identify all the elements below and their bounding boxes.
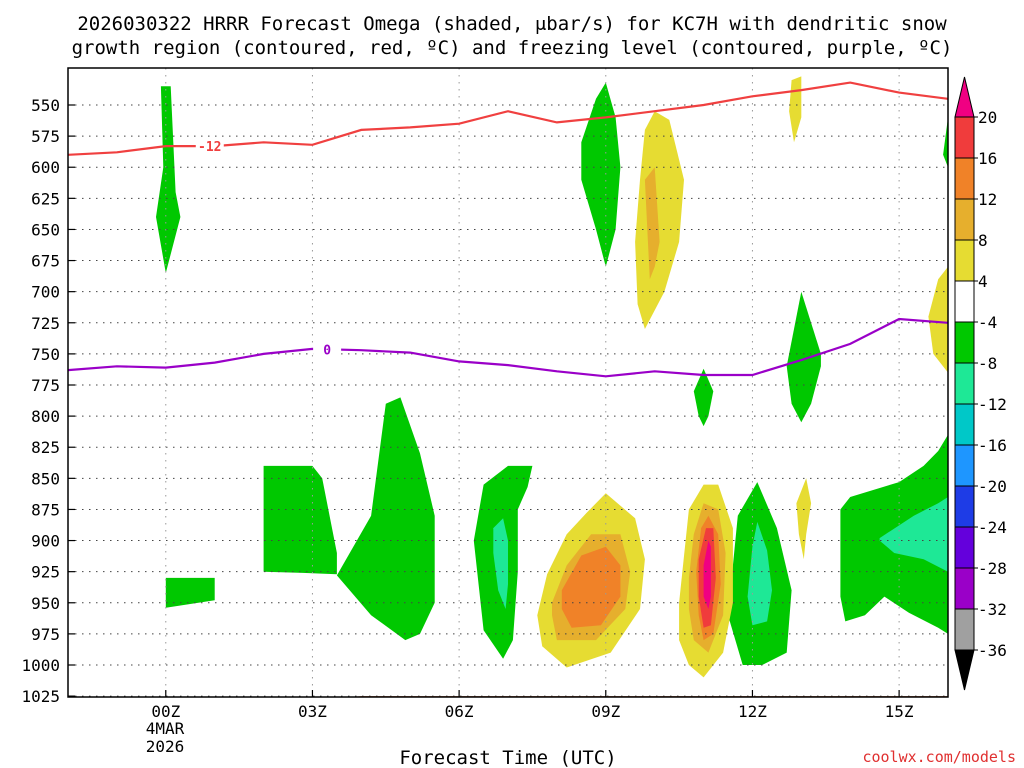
y-tick-label: 925 <box>31 563 60 582</box>
colorbar-label: -28 <box>978 559 1007 578</box>
y-tick-label: 875 <box>31 500 60 519</box>
plot-frame <box>67 67 949 698</box>
omega-region-4-1 <box>789 76 802 143</box>
colorbar-swatch <box>954 608 975 651</box>
y-tick-label: 625 <box>31 189 60 208</box>
x-tick-label: 03Z <box>298 702 327 721</box>
colorbar-swatch <box>954 362 975 405</box>
y-tick-label: 1025 <box>21 687 60 706</box>
colorbar-swatch <box>954 567 975 610</box>
contour-lines: -12 0 <box>68 81 948 378</box>
omega-region-4-2 <box>928 266 948 373</box>
chart-title-line-2: growth region (contoured, red, ºC) and f… <box>72 37 953 59</box>
omega-region-8-0 <box>644 167 660 280</box>
chart-title-line-1: 2026030322 HRRR Forecast Omega (shaded, … <box>77 13 947 35</box>
omega-region-neg8-3 <box>336 397 435 641</box>
colorbar-swatch <box>954 239 975 282</box>
contour-label-bg <box>313 341 342 358</box>
y-tick-label: 775 <box>31 376 60 395</box>
colorbar-swatch <box>954 444 975 487</box>
y-tick-label: 1000 <box>21 656 60 675</box>
omega-region-neg8-10 <box>943 117 948 168</box>
y-tick-label: 850 <box>31 469 60 488</box>
colorbar-label: 20 <box>978 108 997 127</box>
colorbar-label: -36 <box>978 641 1007 660</box>
colorbar-label: -12 <box>978 395 1007 414</box>
y-tick-label: 550 <box>31 96 60 115</box>
colorbar-swatch <box>954 321 975 364</box>
date-label-year: 2026 <box>146 737 185 756</box>
plot-area: -12 0 <box>67 67 949 698</box>
colorbar-swatch <box>954 280 975 323</box>
omega-region-neg12-0 <box>493 518 508 609</box>
colorbar-label: 4 <box>978 272 988 291</box>
contour-label: 0 <box>323 343 331 358</box>
colorbar: -36 -32 -28 -24 -20 -16 -12 -8 -4 4 8 12 16 20 <box>954 76 1007 691</box>
contour-label-bg <box>195 138 224 155</box>
y-tick-label: 575 <box>31 127 60 146</box>
colorbar-label: 16 <box>978 149 997 168</box>
x-tick-label: 00Z <box>151 702 180 721</box>
colorbar-label: -20 <box>978 477 1007 496</box>
omega-region-neg8-7 <box>693 368 714 427</box>
y-tick-label: 725 <box>31 314 60 333</box>
omega-region-neg8-1 <box>165 577 215 608</box>
colorbar-swatch <box>954 403 975 446</box>
colorbar-label: -32 <box>978 600 1007 619</box>
y-tick-label: 950 <box>31 594 60 613</box>
y-tick-label: 825 <box>31 438 60 457</box>
y-tick-label: 975 <box>31 625 60 644</box>
contour-freezing-level <box>68 317 948 378</box>
colorbar-label: -16 <box>978 436 1007 455</box>
omega-region-neg8-0 <box>156 86 181 273</box>
colorbar-swatch <box>954 485 975 528</box>
omega-region-neg8-8 <box>786 291 821 423</box>
x-tick-label: 06Z <box>445 702 474 721</box>
credit-link[interactable]: coolwx.com/models <box>862 748 1016 766</box>
colorbar-swatch <box>954 116 975 159</box>
colorbar-swatch <box>954 198 975 241</box>
omega-shading <box>156 76 948 678</box>
y-tick-label: 750 <box>31 345 60 364</box>
omega-region-neg12-2 <box>879 497 948 572</box>
colorbar-under-triangle <box>954 649 975 691</box>
omega-region-neg8-5 <box>581 82 621 267</box>
omega-region-neg8-2 <box>263 465 337 575</box>
colorbar-swatch <box>954 526 975 569</box>
omega-region-neg12-1 <box>747 521 772 626</box>
colorbar-swatch <box>954 157 975 200</box>
x-tick-label: 12Z <box>738 702 767 721</box>
x-axis-ticks: 00Z 03Z 06Z 09Z 12Z 15Z <box>151 690 914 721</box>
omega-region-20-0 <box>703 540 711 609</box>
x-tick-label: 15Z <box>885 702 914 721</box>
omega-region-4-0 <box>635 111 684 329</box>
colorbar-label: 8 <box>978 231 988 250</box>
omega-region-4-5 <box>796 478 812 560</box>
contour-label: -12 <box>198 140 221 155</box>
x-axis-label: Forecast Time (UTC) <box>399 747 616 768</box>
y-axis-ticks: 550 575 600 625 650 675 700 725 750 775 800 825 850 8… <box>21 96 75 706</box>
y-tick-label: 800 <box>31 407 60 426</box>
date-label-day: 4MAR <box>146 719 185 738</box>
y-tick-label: 700 <box>31 283 60 302</box>
y-tick-label: 900 <box>31 532 60 551</box>
colorbar-over-triangle <box>954 76 975 118</box>
y-tick-label: 650 <box>31 220 60 239</box>
colorbar-label: -24 <box>978 518 1007 537</box>
y-tick-label: 600 <box>31 158 60 177</box>
y-tick-label: 675 <box>31 252 60 271</box>
colorbar-label: 12 <box>978 190 997 209</box>
x-tick-label: 09Z <box>591 702 620 721</box>
colorbar-label: -4 <box>978 313 997 332</box>
colorbar-label: -8 <box>978 354 997 373</box>
